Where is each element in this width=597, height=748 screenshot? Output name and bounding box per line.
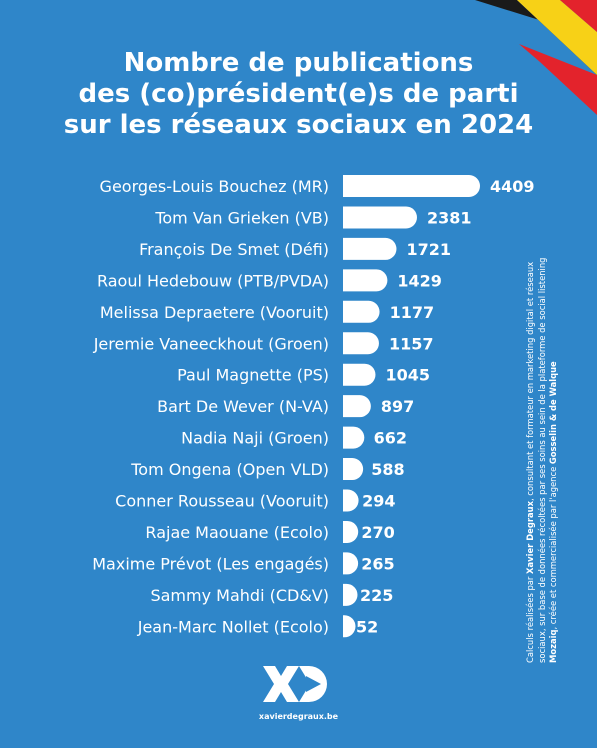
value-label: 1429: [397, 271, 442, 290]
title-line-1: Nombre de publications: [123, 48, 474, 78]
category-label: Conner Rousseau (Vooruit): [115, 492, 329, 511]
category-label: Paul Magnette (PS): [177, 366, 329, 385]
category-label: Melissa Depraetere (Vooruit): [100, 303, 329, 322]
note-author: Xavier Degraux: [524, 501, 535, 574]
category-label: Tom Van Grieken (VB): [154, 208, 329, 227]
bar: [343, 489, 359, 512]
category-label: Maxime Prévot (Les engagés): [92, 554, 329, 573]
bar: [343, 615, 356, 638]
value-label: 662: [374, 429, 407, 448]
bar: [343, 426, 365, 449]
bar: [343, 332, 379, 355]
bar: [343, 458, 364, 481]
title-line-2: des (co)président(e)s de parti: [78, 79, 519, 109]
category-label: Nadia Naji (Groen): [181, 429, 329, 448]
value-label: 225: [360, 586, 393, 605]
category-label: Georges-Louis Bouchez (MR): [100, 177, 329, 196]
title-line-3: sur les réseaux sociaux en 2024: [63, 110, 534, 140]
note-agency: Gosselin & de Walque: [547, 361, 558, 465]
bar: [343, 552, 359, 575]
value-label: 588: [371, 460, 404, 479]
value-label: 1157: [389, 334, 434, 353]
category-label: Bart De Wever (N-VA): [157, 397, 329, 416]
category-label: Rajae Maouane (Ecolo): [145, 523, 329, 542]
category-label: Sammy Mahdi (CD&V): [150, 586, 329, 605]
bar: [343, 269, 388, 292]
source-note: Calculs réalisées par Xavier Degraux, co…: [524, 233, 560, 664]
category-label: Jean-Marc Nollet (Ecolo): [137, 617, 329, 636]
bar: [343, 175, 480, 197]
bar: [343, 363, 376, 386]
category-label: Jeremie Vaneeckhout (Groen): [93, 334, 329, 353]
note-text-1: Calculs réalisées par: [524, 573, 535, 663]
bar: [343, 583, 358, 606]
value-label: 52: [356, 617, 378, 636]
chart-title: Nombre de publications des (co)président…: [0, 48, 597, 141]
xd-logo-icon: [263, 666, 327, 702]
value-label: 1045: [385, 366, 430, 385]
bar: [343, 520, 359, 543]
value-label: 265: [361, 554, 394, 573]
value-label: 1177: [390, 303, 435, 322]
bar: [343, 395, 371, 418]
value-label: 294: [362, 492, 395, 511]
category-label: François De Smet (Défi): [139, 240, 329, 259]
value-label: 270: [361, 523, 394, 542]
category-label: Tom Ongena (Open VLD): [130, 460, 329, 479]
website-url: xavierdegraux.be: [258, 712, 339, 721]
value-label: 1721: [406, 240, 451, 259]
bar: [343, 300, 380, 323]
bar: [343, 206, 417, 229]
note-platform: Mozaiq: [547, 629, 558, 663]
value-label: 897: [381, 397, 414, 416]
value-label: 2381: [427, 208, 472, 227]
category-label: Raoul Hedebouw (PTB/PVDA): [97, 271, 329, 290]
bar: [343, 237, 397, 260]
value-label: 4409: [490, 177, 535, 196]
note-text-3: , créée et commercialisée par l'agence: [547, 464, 558, 630]
